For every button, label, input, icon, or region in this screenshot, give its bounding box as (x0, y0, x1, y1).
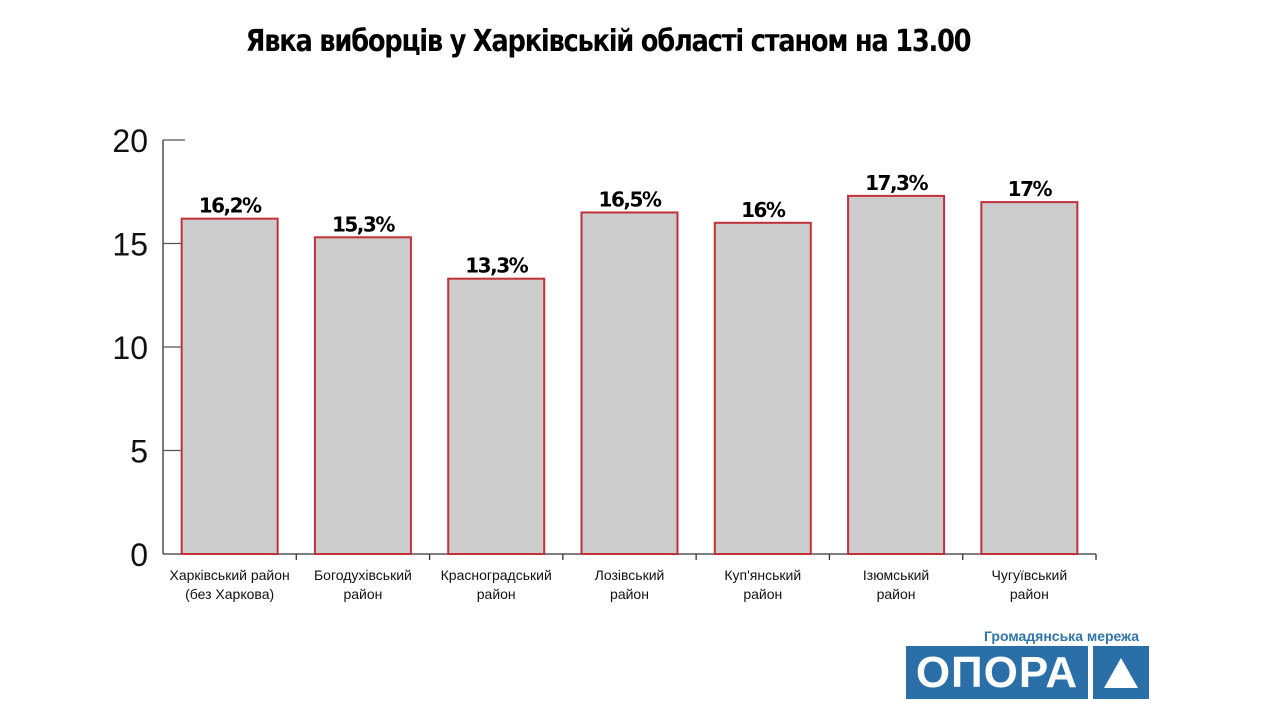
y-tick-label: 20 (112, 123, 148, 159)
bar (847, 194, 946, 555)
bar (447, 277, 546, 555)
x-tick-label: Чугуївський (992, 567, 1068, 583)
x-tick-label: Богодухівський (314, 567, 412, 583)
x-tick-label: Красноградський (441, 567, 552, 583)
chart-title: Явка виборців у Харківській області стан… (245, 24, 972, 59)
x-tick-label: Куп'янський (724, 567, 801, 583)
data-label: 16,5% (599, 187, 662, 211)
x-tick-label: район (610, 586, 649, 602)
bar (180, 217, 279, 555)
bar (980, 201, 1079, 555)
data-label: 17% (1008, 177, 1053, 201)
x-tick-label: район (1010, 586, 1049, 602)
x-tick-label: район (877, 586, 916, 602)
y-tick-label: 5 (130, 434, 148, 470)
bar (713, 221, 812, 556)
logo-opora: ОПОРА (906, 646, 1088, 699)
x-tick-label: район (743, 586, 782, 602)
x-tick-label: район (343, 586, 382, 602)
data-label: 15,3% (332, 212, 395, 236)
logo-triangle-icon (1093, 646, 1149, 699)
x-tick-label: Ізюмський (863, 567, 929, 583)
data-label: 16,2% (199, 194, 262, 218)
data-label: 16% (741, 198, 786, 222)
logo-subtitle: Громадянська мережа (984, 628, 1140, 644)
x-tick-label: Харківський район (169, 567, 289, 583)
y-tick-label: 15 (112, 227, 148, 263)
data-label: 17,3% (865, 171, 928, 195)
x-tick-label: Лозівський (595, 567, 665, 583)
bar (580, 211, 679, 555)
y-tick-label: 0 (130, 537, 148, 573)
x-tick-label: (без Харкова) (185, 586, 274, 602)
y-tick-label: 10 (112, 330, 148, 366)
bar (313, 236, 412, 555)
data-label: 13,3% (465, 254, 528, 278)
x-tick-label: район (477, 586, 516, 602)
